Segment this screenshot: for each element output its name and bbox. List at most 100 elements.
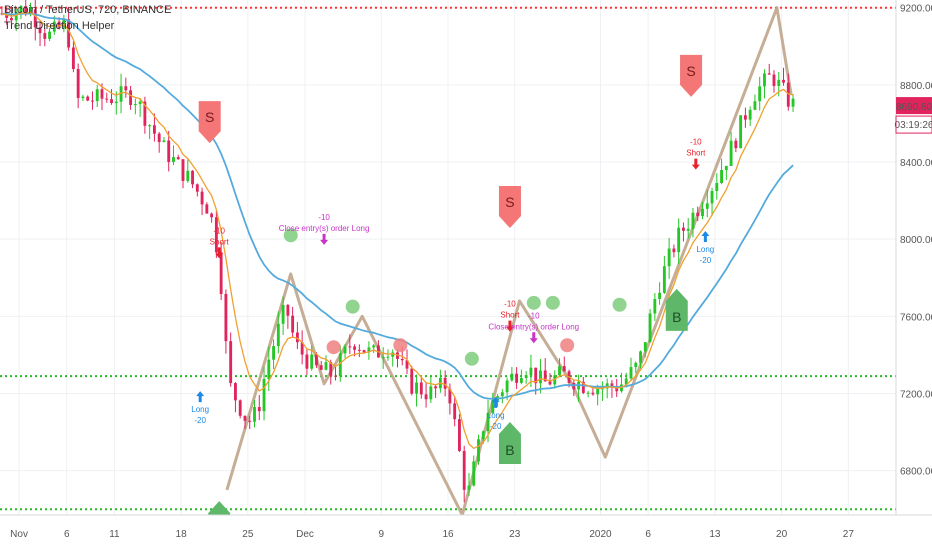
candle-body (186, 170, 190, 181)
candle-body (715, 182, 719, 191)
price-axis-tick: 8800.00 (900, 81, 932, 92)
candle-body (682, 227, 685, 231)
candle-body (38, 27, 42, 34)
candle-body (467, 485, 471, 490)
candle-body (586, 392, 590, 394)
candle-body (419, 382, 423, 395)
candle-body (381, 357, 385, 359)
down-arrow-icon (320, 233, 329, 245)
candle-body (386, 356, 390, 358)
candle-body (167, 140, 171, 163)
time-axis-panel (0, 515, 932, 550)
candle-body (95, 89, 99, 102)
candle-body (453, 403, 457, 420)
candle-body (162, 140, 166, 143)
candle-body (214, 217, 218, 253)
chart-symbol-title: Bitcoin / TetherUS, 720, BINANCE (4, 4, 172, 16)
candle-body (5, 13, 9, 18)
candle-body (319, 365, 323, 370)
candle-body (500, 392, 504, 397)
countdown-label: 03:19:26 (895, 120, 932, 131)
buy-signal-flag (665, 288, 688, 331)
candle-body (515, 373, 519, 383)
candle-body (362, 350, 366, 353)
price-axis-tick: 6800.00 (900, 467, 932, 478)
up-arrow-icon (196, 391, 205, 403)
candle-body (396, 352, 399, 359)
candle-body (348, 346, 352, 348)
zigzag-line (225, 6, 793, 517)
up-arrow-icon (491, 396, 500, 408)
signal-dot-red (560, 338, 575, 353)
candle-body (696, 212, 700, 217)
candle-body (114, 101, 118, 104)
candle-body (343, 346, 347, 354)
candle-body (229, 341, 233, 384)
signal-dot-red (326, 340, 341, 355)
signal-dot-green (612, 297, 627, 312)
annotation-size-label: -20 (700, 256, 712, 265)
candle-body (315, 354, 318, 366)
candle-body (110, 99, 113, 104)
candle-body (415, 382, 418, 394)
candle-body (329, 362, 333, 376)
candle-body (76, 69, 80, 98)
down-arrow-icon (505, 320, 514, 332)
candle-body (52, 21, 56, 32)
candle-body (138, 101, 142, 105)
annotation-size-label: -10 (504, 300, 516, 309)
candle-body (81, 96, 85, 98)
candle-body (772, 74, 776, 86)
candle-body (300, 342, 304, 355)
candle-body (677, 227, 681, 253)
candle-body (739, 115, 743, 149)
signal-dot-green (545, 295, 560, 310)
signal-dot-green (345, 299, 360, 314)
candle-body (133, 104, 137, 106)
candle-body (24, 6, 28, 14)
candle-body (519, 377, 523, 383)
down-arrow-icon (529, 332, 538, 344)
candle-body (491, 400, 495, 414)
candle-body (67, 19, 71, 48)
candle-body (748, 109, 752, 120)
candle-body (276, 323, 280, 347)
candle-body (219, 252, 223, 294)
candle-body (615, 387, 619, 392)
candle-body (639, 351, 642, 363)
candle-body (786, 82, 790, 107)
sell-signal-label: S (686, 63, 695, 79)
time-axis-tick: 6 (645, 529, 651, 540)
sell-signal-flag (680, 54, 703, 97)
candle-body (529, 367, 533, 376)
candle-body (400, 358, 404, 361)
candle-body (658, 292, 662, 300)
candle-body (62, 19, 66, 28)
candle-body (424, 394, 428, 400)
candle-body (310, 354, 314, 369)
buy-signal-label: B (672, 309, 681, 325)
annotation-order-label: Short (500, 311, 520, 320)
candle-body (458, 419, 461, 451)
candle-body (724, 165, 728, 171)
candle-body (763, 73, 766, 87)
sell-signal-label: S (205, 109, 214, 125)
candle-body (720, 170, 723, 183)
candle-body (791, 98, 795, 107)
candle-body (429, 386, 433, 400)
candle-body (686, 228, 690, 231)
candle-body (243, 415, 247, 421)
candle-body (91, 100, 94, 102)
candle-body (443, 377, 447, 389)
candle-body (210, 213, 214, 218)
last-price-label: 8690.80 (896, 102, 932, 113)
candle-body (100, 89, 104, 99)
candle-body (562, 366, 566, 372)
candle-body (743, 115, 747, 120)
down-arrow-icon (691, 158, 700, 170)
candle-body (43, 33, 47, 39)
candle-body (477, 439, 480, 462)
candle-body (19, 6, 23, 13)
